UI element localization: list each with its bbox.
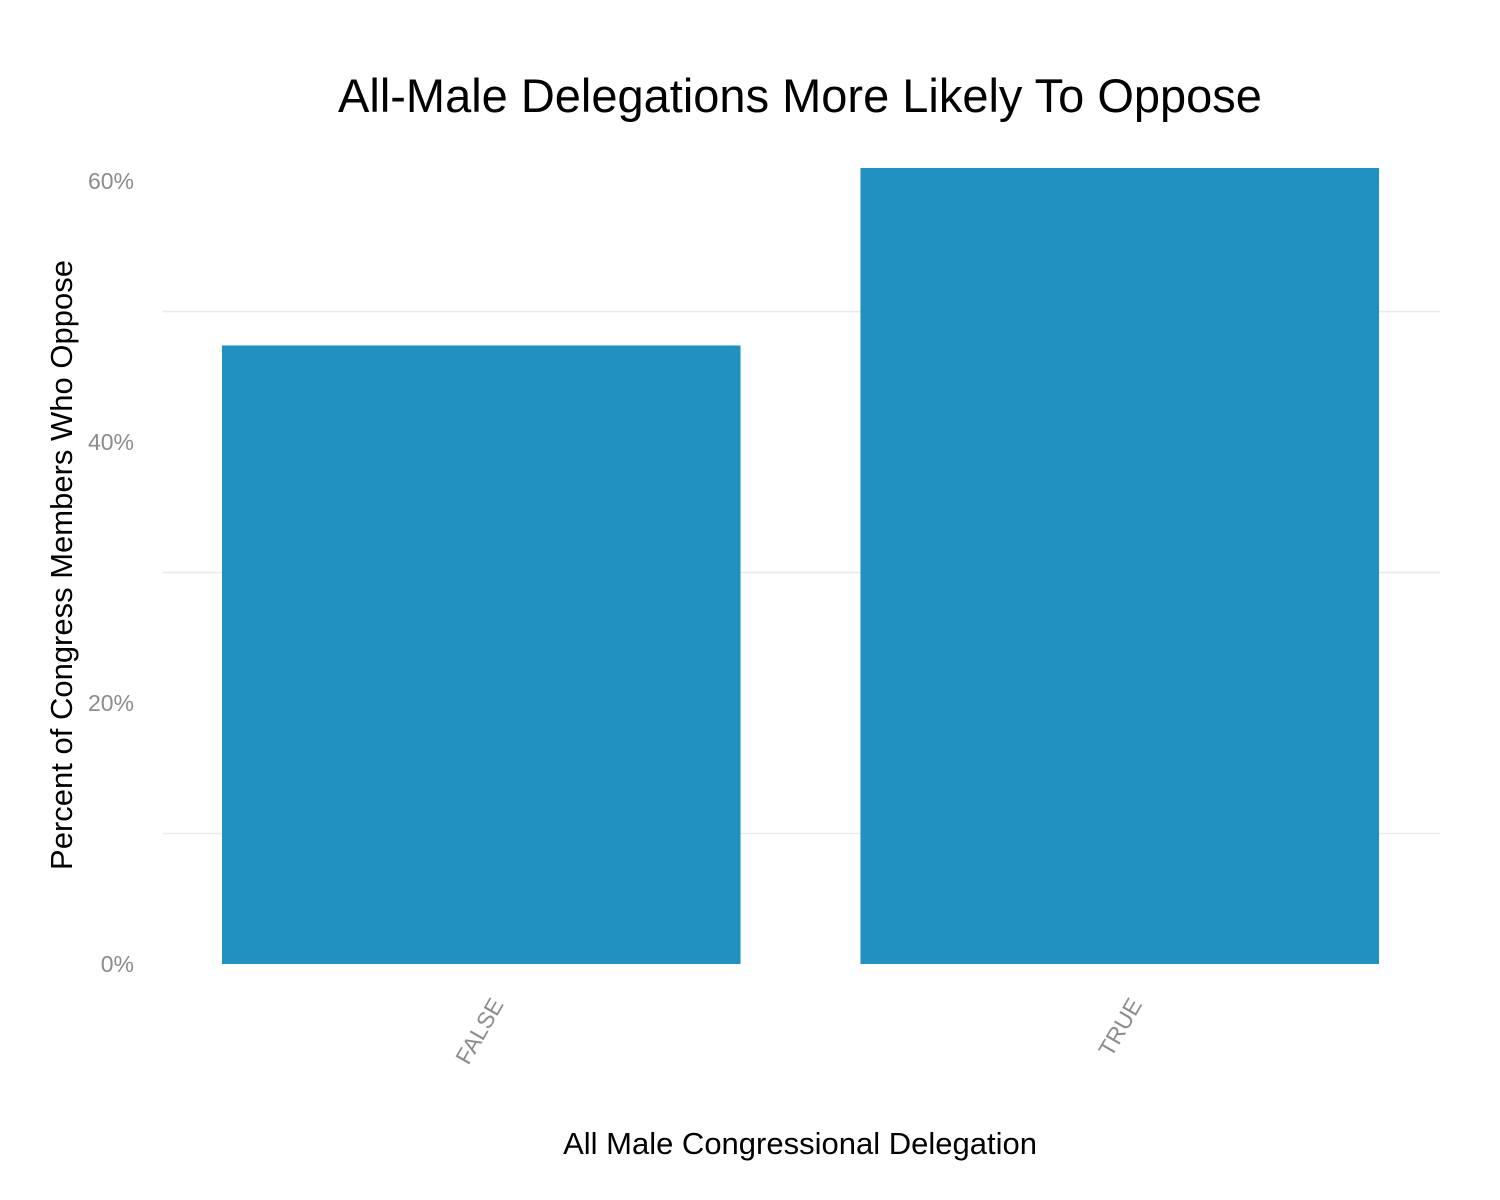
chart-title: All-Male Delegations More Likely To Oppo…: [338, 69, 1262, 122]
x-tick-label-true: TRUE: [1093, 994, 1147, 1061]
bar-true: [860, 168, 1380, 964]
y-tick-label: 60%: [88, 168, 134, 194]
y-tick-label: 40%: [88, 429, 134, 455]
x-tick-label-false: FALSE: [450, 994, 508, 1069]
y-tick-label: 0%: [101, 951, 134, 977]
y-axis-ticks: 0% 20% 40% 60%: [88, 168, 134, 977]
x-axis-ticks: FALSE TRUE: [450, 994, 1147, 1069]
bar-false: [221, 345, 741, 964]
bars-layer: [221, 168, 1380, 964]
y-tick-label: 20%: [88, 690, 134, 716]
y-axis-title: Percent of Congress Members Who Oppose: [44, 260, 79, 870]
x-axis-title: All Male Congressional Delegation: [563, 1126, 1037, 1161]
